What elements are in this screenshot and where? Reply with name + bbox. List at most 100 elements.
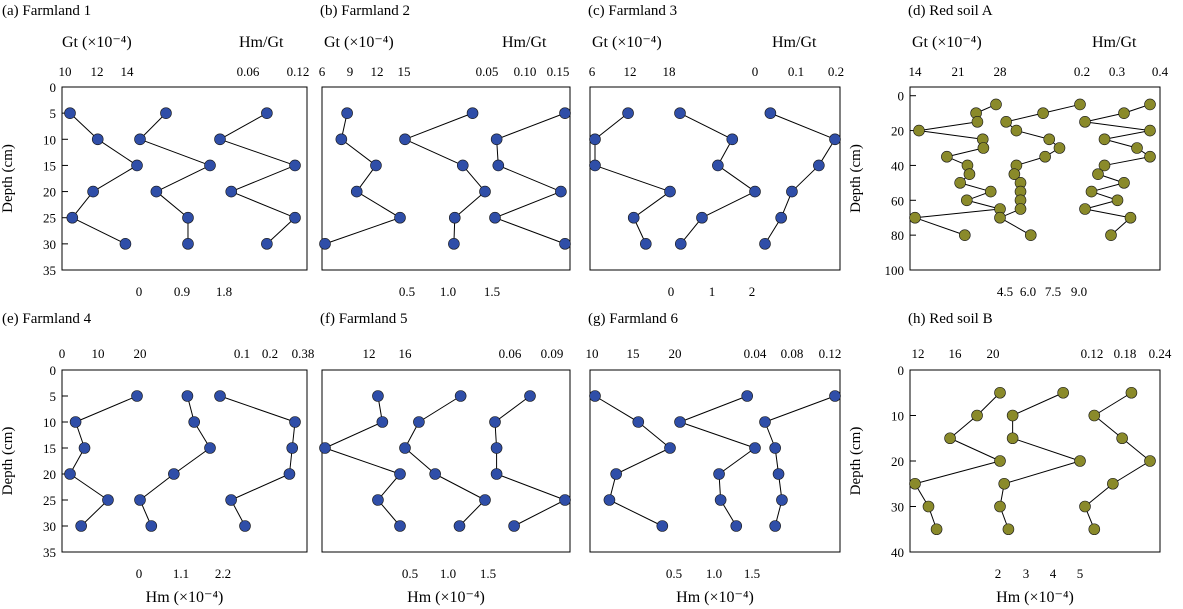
data-point: [977, 142, 990, 154]
data-point: [772, 468, 785, 480]
series-segment: [609, 499, 663, 527]
data-point: [963, 168, 976, 180]
panel-3: [589, 86, 841, 271]
data-point: [994, 386, 1006, 399]
top-tick-label: 21: [952, 64, 965, 79]
panel-frame: [589, 86, 841, 271]
data-point: [134, 494, 146, 506]
series-segment: [496, 112, 566, 140]
top-tick-label: 6: [589, 64, 596, 79]
series-gt: [64, 107, 143, 250]
series-segment: [615, 447, 671, 475]
header-hmgt: Hm/Gt: [772, 34, 817, 51]
depth-tick-label: 0: [898, 363, 905, 378]
data-point: [289, 159, 301, 172]
data-point: [394, 520, 406, 532]
series-segment: [75, 395, 138, 423]
series-segment: [594, 395, 639, 423]
data-point: [627, 211, 640, 224]
data-point: [622, 107, 634, 119]
data-point: [150, 185, 163, 198]
top-tick-label: 16: [949, 346, 963, 361]
bottom-tick-label: 1.0: [440, 284, 456, 299]
data-point: [1079, 116, 1091, 128]
data-point: [168, 468, 180, 480]
data-point: [341, 107, 353, 119]
data-point: [134, 133, 146, 146]
data-point: [182, 211, 194, 224]
data-point: [1010, 124, 1023, 137]
data-point: [399, 442, 411, 454]
data-point: [453, 520, 466, 532]
data-point: [69, 416, 82, 428]
top-tick-label: 0.12: [819, 346, 842, 361]
top-tick-label: 0.12: [287, 64, 310, 79]
data-point: [1000, 116, 1012, 128]
data-point: [994, 455, 1006, 467]
data-point: [776, 494, 788, 506]
data-point: [1079, 203, 1091, 215]
series-hm: [674, 390, 761, 532]
data-point: [182, 238, 194, 250]
data-point: [656, 520, 669, 532]
y-axis-label: Depth (cm): [848, 427, 864, 496]
data-point: [713, 468, 725, 480]
series-segment: [324, 217, 401, 245]
series-segment: [356, 191, 401, 219]
depth-tick-label: 30: [43, 519, 56, 534]
data-point: [394, 468, 406, 480]
series-segment: [914, 208, 1001, 219]
series-hm-gt: [489, 390, 571, 532]
data-point: [984, 185, 997, 198]
data-point: [204, 159, 216, 172]
data-point: [559, 107, 571, 119]
data-point: [429, 468, 441, 480]
data-point: [603, 494, 616, 506]
data-point: [239, 520, 251, 532]
data-point: [769, 442, 781, 454]
series-segment: [918, 130, 983, 140]
panel-title: (g) Farmland 6: [588, 311, 678, 327]
bottom-tick-label: 2: [749, 284, 756, 299]
top-tick-label: 0.4: [1152, 64, 1169, 79]
depth-tick-label: 25: [43, 493, 56, 508]
panel-8: [909, 369, 1161, 553]
data-point: [78, 442, 91, 454]
series-segment: [69, 473, 109, 501]
data-point: [1085, 185, 1098, 198]
series-hm: [134, 390, 216, 532]
bottom-tick-label: 1.5: [480, 566, 496, 581]
data-point: [261, 107, 273, 119]
bottom-tick-label: 9.0: [1071, 284, 1087, 299]
depth-tick-label: 15: [43, 441, 56, 456]
data-point: [160, 107, 172, 119]
data-point: [994, 211, 1006, 224]
top-tick-label: 10: [92, 346, 105, 361]
data-point: [372, 494, 384, 506]
series-segment: [496, 473, 566, 501]
series-gt: [64, 390, 143, 532]
top-tick-label: 14: [121, 64, 135, 79]
series-hm: [399, 390, 491, 532]
series-segment: [173, 447, 211, 475]
series-segment: [637, 421, 671, 449]
series-segment: [266, 217, 296, 245]
bottom-tick-label: 2: [995, 566, 1002, 581]
bottom-tick-label: 1.0: [706, 566, 722, 581]
series-segment: [69, 112, 99, 140]
depth-tick-label: 40: [891, 158, 904, 173]
series-segment: [1121, 437, 1151, 462]
depth-tick-label: 80: [891, 228, 904, 243]
top-tick-label: 28: [994, 64, 1007, 79]
depth-tick-label: 30: [891, 500, 904, 515]
series-hm: [399, 107, 491, 250]
data-point: [508, 520, 520, 532]
data-point: [289, 211, 301, 224]
series-segment: [404, 112, 473, 140]
series-hm-gt: [759, 390, 841, 532]
series-hm-gt: [489, 107, 571, 250]
panel-title: (c) Farmland 3: [588, 3, 677, 19]
depth-tick-label: 10: [891, 409, 904, 424]
data-point: [764, 107, 777, 119]
